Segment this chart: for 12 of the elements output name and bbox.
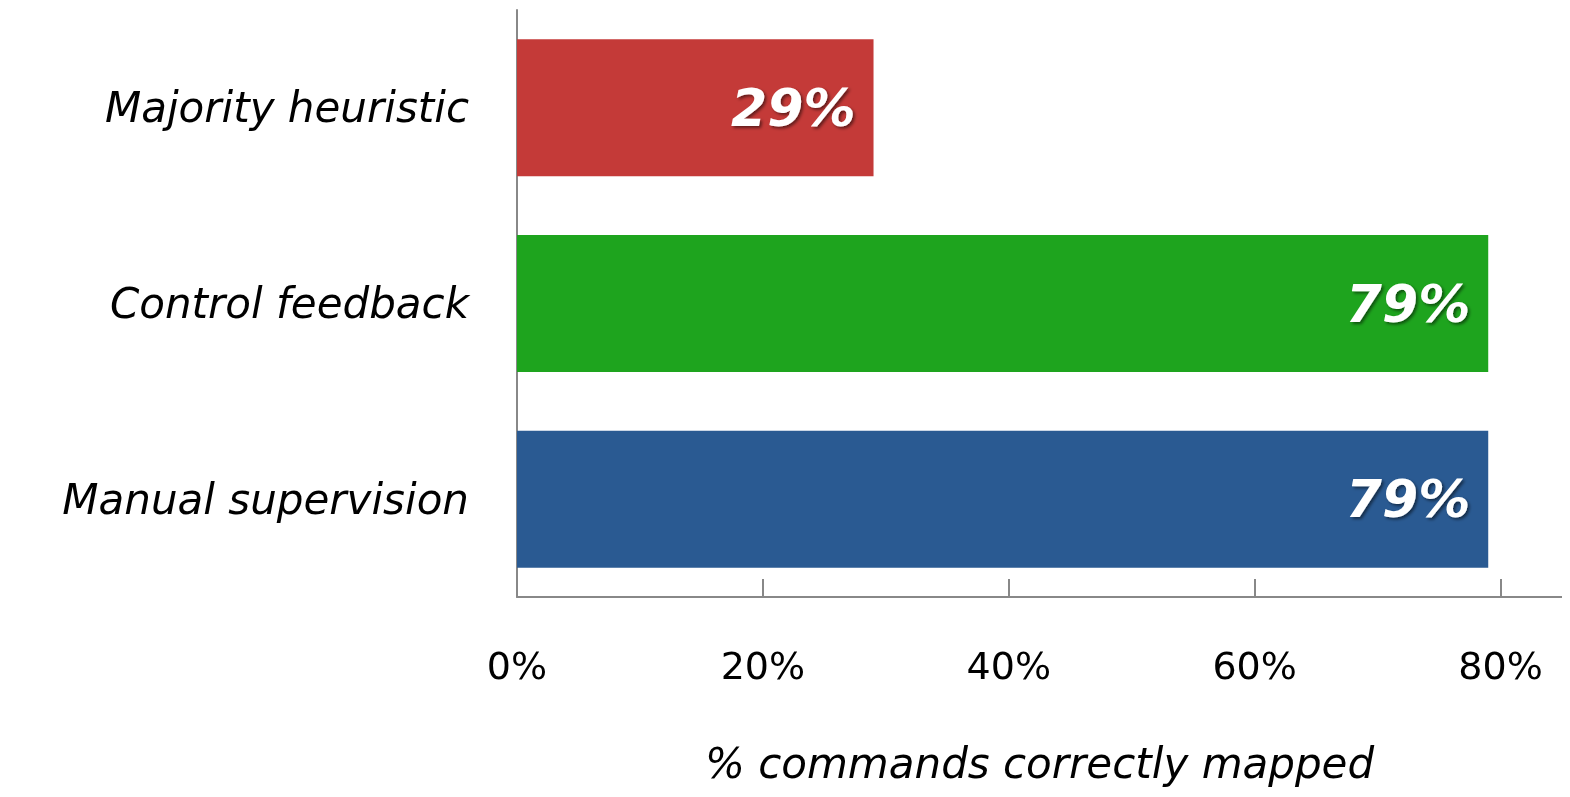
- data-label: 79%: [1345, 469, 1471, 530]
- x-tick-label: 40%: [966, 644, 1051, 688]
- y-tick-label: Manual supervision: [62, 474, 469, 524]
- x-tick-label: 20%: [720, 644, 806, 688]
- x-tick-label: 80%: [1458, 644, 1543, 688]
- data-label: 29%: [731, 77, 856, 138]
- y-tick-label: Majority heuristic: [104, 83, 469, 133]
- data-label: 79%: [1345, 273, 1471, 334]
- y-tick-label: Control feedback: [109, 279, 471, 328]
- x-axis-title: % commands correctly mapped: [704, 738, 1375, 788]
- x-tick-label: 60%: [1212, 644, 1297, 688]
- x-tick-label: 0%: [486, 644, 548, 688]
